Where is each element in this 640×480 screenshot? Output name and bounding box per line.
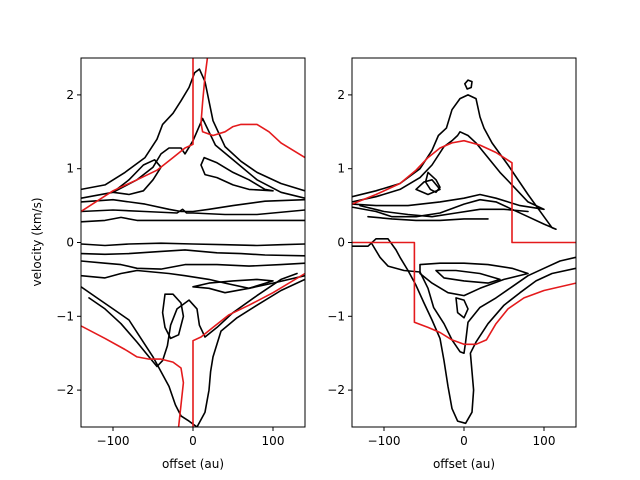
right-y-tick-label: −2 bbox=[327, 383, 345, 397]
right-x-tick-label: −100 bbox=[368, 434, 401, 448]
left-contour-8 bbox=[81, 242, 305, 247]
right-contour-group bbox=[352, 79, 576, 425]
right-contour-7 bbox=[367, 215, 489, 222]
left-y-tick-label: 2 bbox=[66, 88, 74, 102]
right-contour-5 bbox=[424, 171, 441, 194]
right-x-axis-label: offset (au) bbox=[433, 457, 495, 471]
right-contour-1 bbox=[464, 79, 473, 90]
right-model-group bbox=[352, 139, 576, 346]
left-contour-10 bbox=[81, 260, 305, 270]
left-x-tick-label: −100 bbox=[97, 434, 130, 448]
right-contour-6 bbox=[359, 204, 529, 218]
left-x-axis-label: offset (au) bbox=[162, 457, 224, 471]
left-y-tick-label: 0 bbox=[66, 236, 74, 250]
left-contour-5 bbox=[81, 198, 305, 213]
right-x-ticks: −100 0 100 bbox=[368, 427, 556, 448]
left-contour-4 bbox=[200, 156, 274, 192]
right-y-tick-label: −1 bbox=[327, 309, 345, 323]
right-y-tick-label: 2 bbox=[337, 88, 345, 102]
left-contour-6 bbox=[81, 208, 305, 216]
right-y-tick-label: 0 bbox=[337, 236, 345, 250]
right-y-tick-label: 1 bbox=[337, 162, 345, 176]
right-x-tick-label: 100 bbox=[533, 434, 556, 448]
left-y-tick-label: 1 bbox=[66, 162, 74, 176]
left-y-axis-label: velocity (km/s) bbox=[30, 197, 44, 286]
right-contour-12 bbox=[455, 297, 469, 319]
right-panel: −100 0 100 −2 −1 0 1 2 offset (au) bbox=[327, 57, 577, 471]
left-contour-14 bbox=[161, 293, 185, 340]
right-y-ticks: −2 −1 0 1 2 bbox=[327, 88, 352, 397]
right-model-curve-2 bbox=[352, 241, 576, 346]
left-x-ticks: −100 0 100 bbox=[97, 427, 285, 448]
right-model-curve-1 bbox=[352, 139, 576, 244]
left-panel: −100 0 100 −2 −1 0 1 2 offset (au) velocity (k… bbox=[30, 57, 306, 471]
left-model-curve-4 bbox=[81, 325, 185, 427]
right-contour-2 bbox=[352, 94, 557, 230]
left-model-group bbox=[81, 58, 305, 427]
right-contour-9 bbox=[371, 243, 576, 354]
left-model-curve-2 bbox=[200, 58, 305, 159]
left-y-tick-label: −2 bbox=[56, 383, 74, 397]
left-model-curve-3 bbox=[192, 272, 305, 427]
right-x-tick-label: 0 bbox=[460, 434, 468, 448]
right-contour-11 bbox=[435, 269, 501, 284]
left-contour-12 bbox=[81, 278, 305, 427]
left-contour-15 bbox=[192, 278, 274, 294]
left-contour-7 bbox=[81, 216, 305, 223]
left-contour-9 bbox=[81, 249, 305, 257]
left-x-tick-label: 0 bbox=[189, 434, 197, 448]
right-contour-10 bbox=[419, 262, 529, 297]
left-y-tick-label: −1 bbox=[56, 309, 74, 323]
left-model-curve-1 bbox=[81, 58, 194, 213]
right-contour-8 bbox=[352, 238, 576, 425]
right-contour-3 bbox=[352, 131, 545, 211]
left-x-tick-label: 100 bbox=[262, 434, 285, 448]
left-contour-1 bbox=[81, 68, 305, 192]
left-y-ticks: −2 −1 0 1 2 bbox=[56, 88, 81, 397]
left-contour-2 bbox=[81, 117, 305, 199]
